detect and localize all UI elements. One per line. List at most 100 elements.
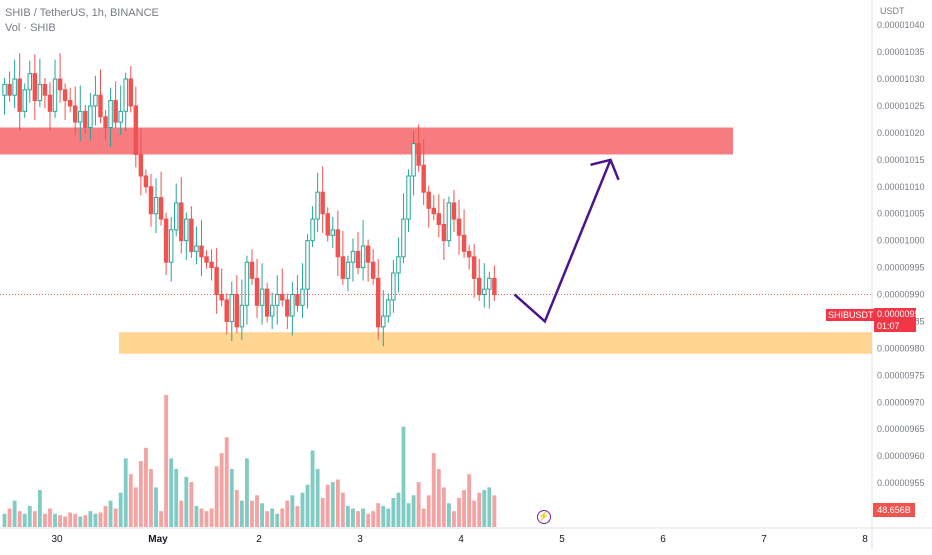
candle[interactable] bbox=[264, 288, 270, 317]
candle[interactable] bbox=[113, 100, 118, 123]
candle[interactable] bbox=[466, 250, 472, 258]
candle[interactable] bbox=[436, 213, 442, 225]
candle[interactable] bbox=[148, 186, 154, 215]
candle[interactable] bbox=[73, 105, 78, 123]
candle[interactable] bbox=[285, 299, 290, 317]
candle[interactable] bbox=[128, 78, 134, 107]
candle[interactable] bbox=[325, 213, 330, 236]
candle[interactable] bbox=[27, 73, 32, 91]
candle[interactable] bbox=[396, 256, 401, 274]
candle[interactable] bbox=[391, 272, 396, 301]
candle[interactable] bbox=[320, 191, 325, 215]
candle[interactable] bbox=[108, 100, 113, 129]
candle[interactable] bbox=[249, 261, 255, 279]
candle[interactable] bbox=[295, 294, 300, 306]
candle[interactable] bbox=[315, 191, 320, 220]
candle[interactable] bbox=[214, 267, 219, 296]
candle[interactable] bbox=[78, 110, 83, 123]
candle[interactable] bbox=[269, 304, 275, 317]
candle[interactable] bbox=[376, 277, 381, 328]
candle[interactable] bbox=[406, 175, 411, 220]
resistance-zone[interactable] bbox=[0, 127, 733, 155]
candle[interactable] bbox=[461, 234, 467, 252]
candle[interactable] bbox=[275, 294, 280, 306]
candle[interactable] bbox=[290, 294, 295, 317]
candle[interactable] bbox=[426, 191, 431, 209]
candle[interactable] bbox=[17, 78, 22, 112]
candle[interactable] bbox=[118, 110, 123, 123]
candle[interactable] bbox=[194, 245, 199, 252]
candle[interactable] bbox=[234, 294, 240, 328]
flash-icon[interactable]: ⚡ bbox=[537, 510, 551, 524]
candle[interactable] bbox=[381, 315, 386, 328]
candle[interactable] bbox=[340, 256, 346, 279]
candle[interactable] bbox=[386, 299, 391, 317]
candle[interactable] bbox=[446, 202, 452, 242]
candle[interactable] bbox=[300, 288, 305, 306]
candle[interactable] bbox=[330, 229, 335, 236]
candle[interactable] bbox=[305, 240, 310, 290]
candle[interactable] bbox=[477, 277, 482, 296]
candle[interactable] bbox=[492, 277, 497, 296]
candle[interactable] bbox=[179, 202, 184, 242]
candle[interactable] bbox=[143, 175, 149, 188]
support-zone[interactable] bbox=[119, 332, 872, 354]
candle[interactable] bbox=[244, 261, 250, 306]
candle[interactable] bbox=[451, 202, 457, 220]
candle[interactable] bbox=[482, 288, 487, 296]
candle[interactable] bbox=[280, 294, 285, 301]
candle[interactable] bbox=[67, 100, 73, 107]
candle[interactable] bbox=[98, 94, 103, 118]
candle[interactable] bbox=[103, 116, 108, 129]
candle[interactable] bbox=[158, 197, 164, 220]
candle[interactable] bbox=[370, 261, 376, 279]
candle[interactable] bbox=[254, 277, 260, 306]
candle[interactable] bbox=[421, 164, 426, 193]
candle[interactable] bbox=[360, 245, 366, 269]
candle[interactable] bbox=[153, 197, 159, 215]
candle[interactable] bbox=[209, 261, 214, 269]
candle[interactable] bbox=[2, 83, 7, 96]
symbol-title[interactable]: SHIB / TetherUS, 1h, BINANCE bbox=[5, 7, 159, 19]
candle[interactable] bbox=[350, 250, 356, 263]
candle[interactable] bbox=[229, 294, 235, 322]
candle[interactable] bbox=[52, 78, 58, 112]
candle[interactable] bbox=[224, 299, 229, 322]
candle[interactable] bbox=[487, 277, 492, 290]
candle[interactable] bbox=[355, 250, 361, 269]
candle[interactable] bbox=[22, 89, 27, 112]
candle[interactable] bbox=[168, 229, 174, 263]
candle[interactable] bbox=[345, 261, 351, 279]
candle[interactable] bbox=[239, 304, 245, 328]
candle[interactable] bbox=[133, 105, 139, 155]
candle[interactable] bbox=[57, 78, 63, 91]
candle[interactable] bbox=[411, 143, 416, 177]
volume-indicator-label[interactable]: Vol · SHIB bbox=[5, 22, 56, 34]
candle[interactable] bbox=[416, 143, 421, 166]
candle[interactable] bbox=[365, 245, 371, 263]
candle[interactable] bbox=[42, 83, 48, 96]
candle[interactable] bbox=[88, 105, 93, 129]
candle[interactable] bbox=[204, 256, 209, 263]
candle[interactable] bbox=[93, 94, 98, 107]
candle[interactable] bbox=[184, 218, 189, 242]
candle[interactable] bbox=[401, 218, 406, 258]
candle[interactable] bbox=[471, 256, 477, 279]
candle[interactable] bbox=[138, 153, 144, 177]
candle[interactable] bbox=[259, 288, 265, 306]
candle[interactable] bbox=[219, 294, 224, 301]
candle[interactable] bbox=[7, 83, 12, 96]
projection-arrow[interactable] bbox=[513, 159, 612, 324]
candle[interactable] bbox=[441, 223, 447, 242]
candle[interactable] bbox=[37, 83, 43, 102]
candle[interactable] bbox=[62, 89, 68, 102]
candle[interactable] bbox=[47, 94, 53, 112]
candle[interactable] bbox=[335, 229, 341, 258]
candle[interactable] bbox=[456, 218, 462, 236]
candle[interactable] bbox=[123, 78, 128, 112]
candle[interactable] bbox=[12, 78, 17, 96]
candle[interactable] bbox=[83, 110, 88, 129]
candle[interactable] bbox=[431, 207, 436, 215]
